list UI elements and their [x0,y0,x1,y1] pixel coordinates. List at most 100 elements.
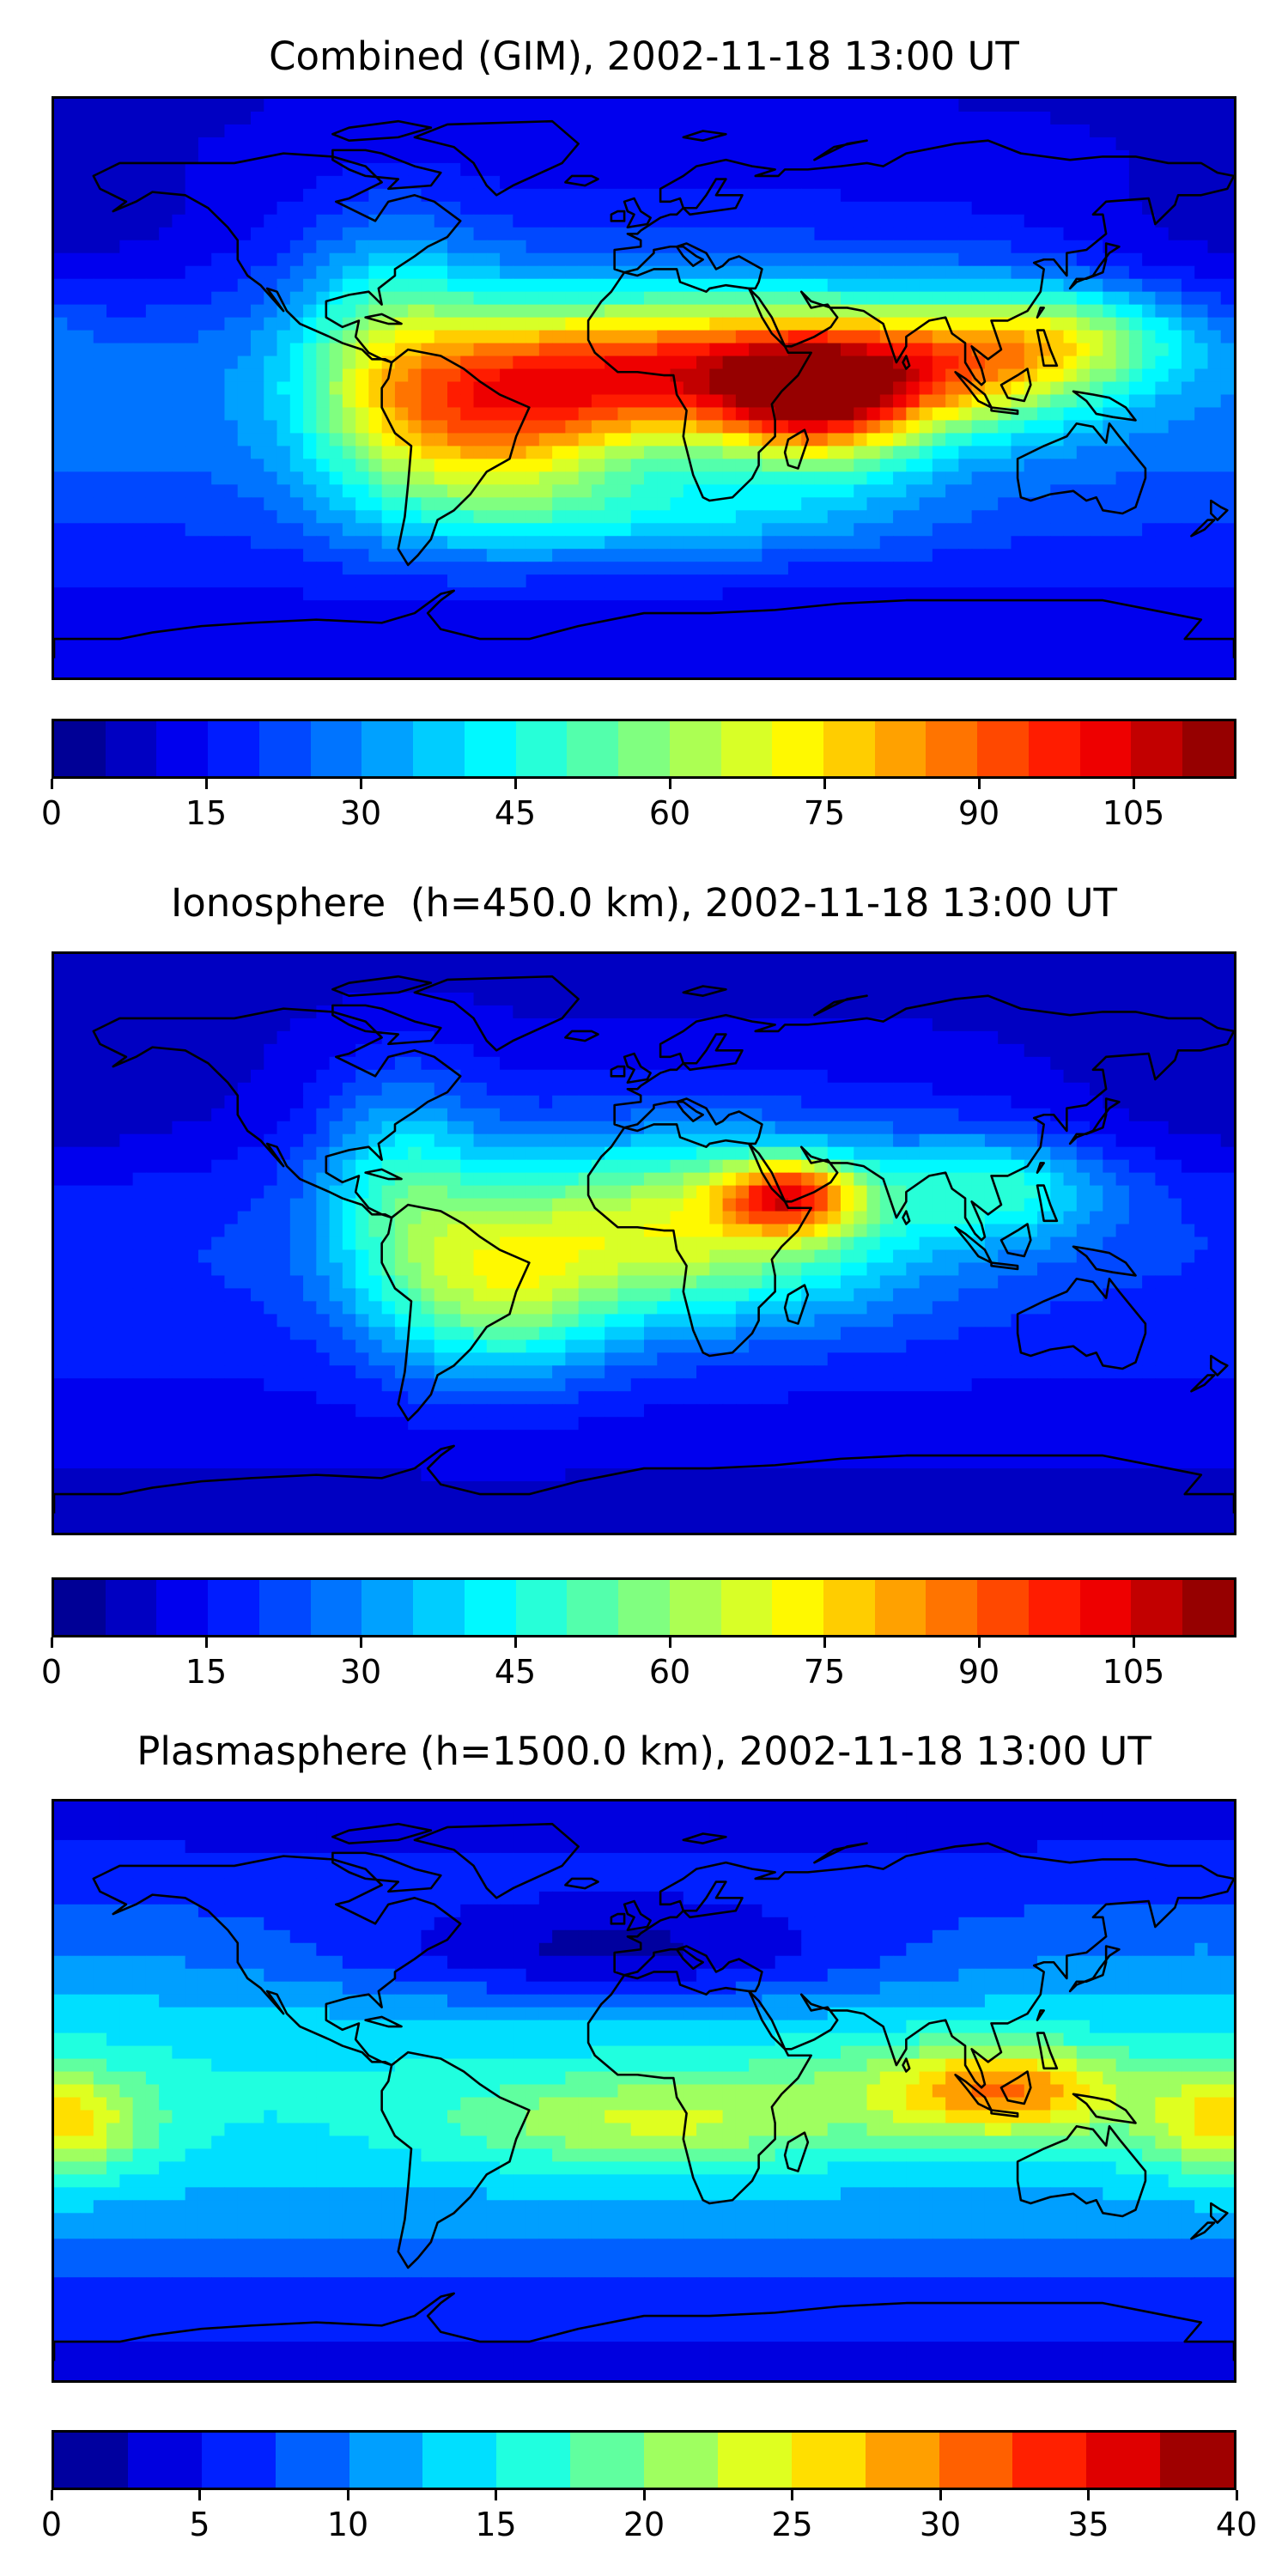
tec-cell [998,600,1012,614]
tec-cell [565,99,580,112]
tec-cell [119,162,134,177]
tec-cell [1011,665,1025,677]
tec-cell [251,330,264,344]
tec-cell [709,137,724,151]
tec-cell [932,175,946,190]
tec-cell [132,137,147,151]
tec-cell [80,381,94,396]
tec-cell [605,1018,619,1032]
tec-cell [709,523,724,537]
tec-cell [538,265,553,280]
tec-cell [591,317,605,331]
tec-cell [434,99,448,112]
tec-cell [1115,1030,1130,1045]
tec-cell [958,1043,973,1058]
tec-cell [1220,291,1234,306]
tec-cell [749,484,762,498]
tec-cell [251,368,264,383]
tec-cell [211,639,226,653]
tec-cell [1076,407,1091,422]
tec-cell [1220,368,1234,383]
tec-cell [513,549,527,562]
tec-cell [211,471,226,485]
tec-cell [617,343,632,357]
tec-cell [578,626,592,640]
tec-cell [1063,587,1078,601]
tec-cell [526,227,540,241]
tec-cell [1194,330,1209,344]
tec-cell [722,459,737,472]
tec-cell [841,613,854,627]
tec-cell [289,510,304,524]
tec-cell [565,214,580,228]
tec-cell [1194,1030,1209,1045]
tec-cell [276,343,291,357]
tec-cell [473,394,488,409]
tec-cell [696,355,710,370]
tec-cell [368,574,383,588]
tec-cell [801,979,816,993]
tec-cell [644,992,658,1006]
tec-cell [945,979,959,993]
tec-cell [224,954,239,968]
tec-cell [368,665,383,677]
tec-cell [919,407,933,422]
tec-cell [932,497,946,511]
tec-cell [1011,613,1025,627]
tec-cell [251,954,264,968]
tec-cell [1037,523,1051,537]
tec-cell [1050,124,1065,138]
tec-cell [787,979,802,993]
tec-cell [93,446,107,459]
tec-cell [1194,240,1209,254]
tec-cell [998,549,1012,562]
tec-cell [329,966,343,981]
tec-cell [251,304,264,319]
tec-cell [866,124,881,138]
tec-cell [276,188,291,203]
tec-cell [735,201,750,216]
tec-cell [1194,278,1209,293]
tec-cell [526,1056,540,1071]
tec-cell [473,536,488,550]
tec-cell [657,407,671,422]
tec-cell [1220,459,1234,472]
tec-cell [1090,368,1103,383]
tec-cell [735,562,750,575]
tec-cell [1037,549,1051,562]
tec-cell [394,992,409,1006]
tec-cell [394,652,409,665]
tec-cell [866,252,881,267]
tec-cell [54,536,68,550]
tec-cell [565,613,580,627]
tec-cell [1090,652,1103,665]
tec-cell [500,175,513,190]
tec-cell [67,471,82,485]
tec-cell [578,484,592,498]
tec-cell [749,149,762,164]
tec-cell [486,600,501,614]
tec-cell [368,979,383,993]
tec-cell [342,652,356,665]
tec-cell [93,1069,107,1084]
tec-cell [381,665,396,677]
tec-cell [329,330,343,344]
tec-cell [775,549,789,562]
tec-cell [80,227,94,241]
tec-cell [513,459,527,472]
tec-cell [1011,1043,1025,1058]
tec-cell [1103,562,1117,575]
tec-cell [841,99,854,112]
tec-cell [106,1018,120,1032]
tec-cell [408,497,422,511]
tec-cell [971,1043,986,1058]
tec-cell [866,966,881,981]
tec-cell [251,1056,264,1071]
tec-cell [787,626,802,640]
tec-cell [486,240,501,254]
tec-cell [1155,562,1170,575]
tec-cell [224,446,239,459]
tec-cell [827,979,841,993]
tec-cell [421,639,435,653]
tec-cell [552,265,566,280]
